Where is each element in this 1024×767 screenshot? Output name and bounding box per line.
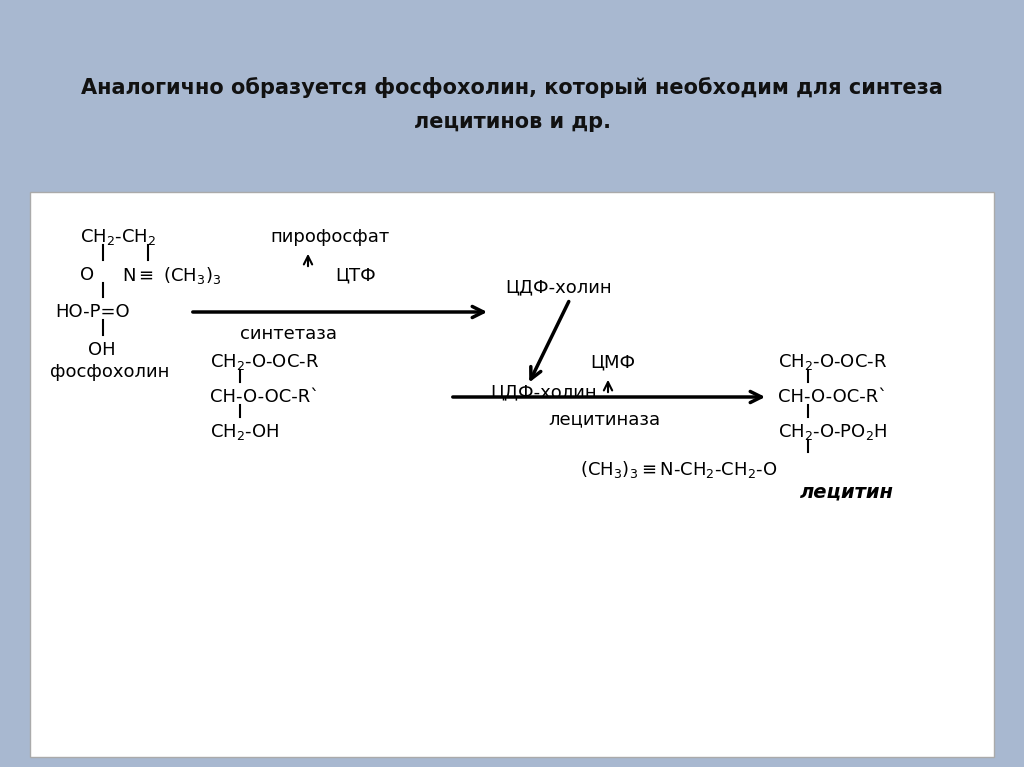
Text: лецитинов и др.: лецитинов и др. [414,112,610,132]
Text: CH$_2$-O-OC-R: CH$_2$-O-OC-R [778,352,887,372]
Text: OH: OH [88,341,116,359]
Text: ЦДФ-холин: ЦДФ-холин [505,278,611,296]
Text: фосфохолин: фосфохолин [50,363,169,381]
Text: CH$_2$-OH: CH$_2$-OH [210,422,280,442]
Text: O: O [80,266,94,284]
Text: CH$_2$-O-PO$_2$H: CH$_2$-O-PO$_2$H [778,422,888,442]
Text: N$\equiv$ (CH$_3$)$_3$: N$\equiv$ (CH$_3$)$_3$ [122,265,221,285]
Text: ЦТФ: ЦТФ [335,266,376,284]
Text: лецитиназа: лецитиназа [548,410,660,428]
Text: ЦДФ-холин: ЦДФ-холин [490,383,597,401]
Text: пирофосфат: пирофосфат [270,228,389,246]
Text: CH-O-OC-R`: CH-O-OC-R` [778,388,887,406]
Text: CH-O-OC-R`: CH-O-OC-R` [210,388,319,406]
Text: CH$_2$-O-OC-R: CH$_2$-O-OC-R [210,352,319,372]
Text: лецитин: лецитин [800,482,894,502]
Text: синтетаза: синтетаза [240,325,337,343]
Text: CH$_2$-CH$_2$: CH$_2$-CH$_2$ [80,227,157,247]
Text: HO-P=O: HO-P=O [55,303,130,321]
FancyBboxPatch shape [30,192,994,757]
Text: (CH$_3$)$_3$$\equiv$N-CH$_2$-CH$_2$-O: (CH$_3$)$_3$$\equiv$N-CH$_2$-CH$_2$-O [580,459,777,479]
Text: ЦМФ: ЦМФ [590,353,635,371]
Text: Аналогично образуется фосфохолин, который необходим для синтеза: Аналогично образуется фосфохолин, которы… [81,77,943,97]
